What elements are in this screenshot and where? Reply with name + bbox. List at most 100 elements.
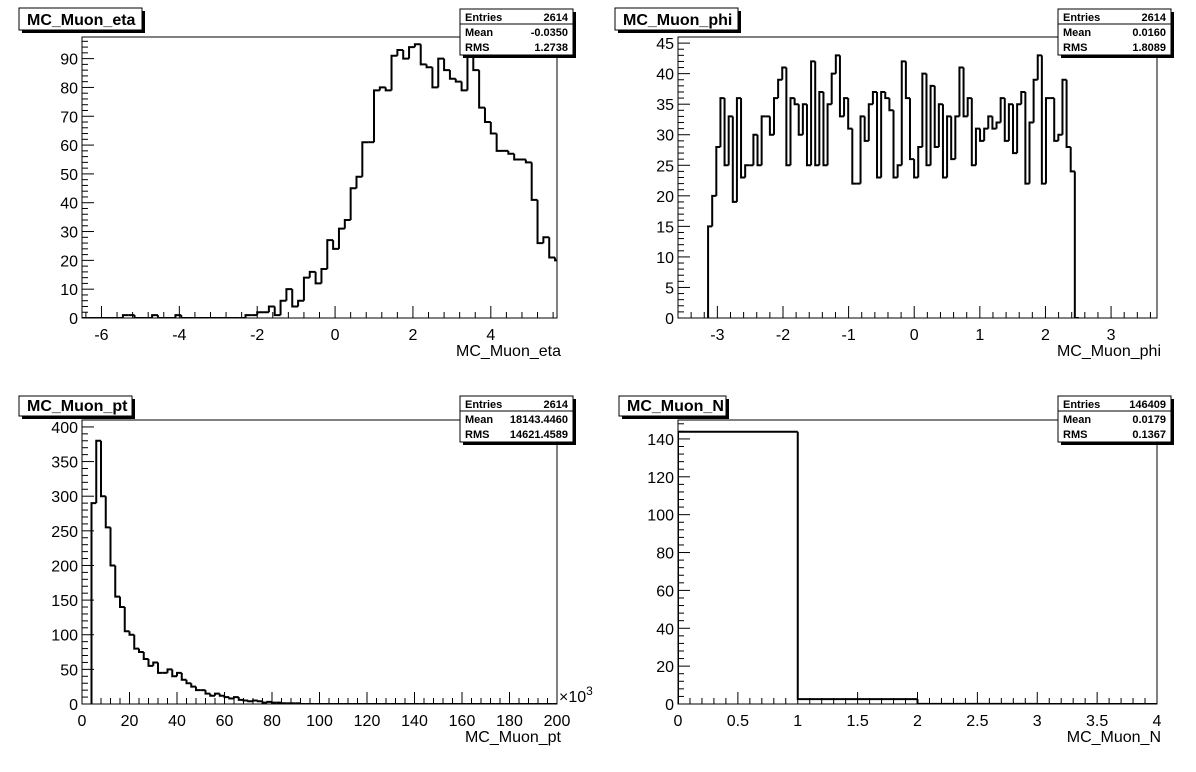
histogram-bin (119, 596, 125, 609)
histogram-bin (983, 127, 989, 141)
y-tick-label: 50 (60, 662, 78, 679)
histogram-bin (1065, 79, 1071, 148)
x-tick-label: 100 (306, 713, 333, 730)
stats-entries-value: 146409 (1129, 399, 1166, 411)
stats-mean-label: Mean (1063, 27, 1091, 39)
histogram-bin (142, 652, 149, 660)
histogram-bin (332, 240, 339, 250)
x-tick-label: 180 (496, 713, 523, 730)
histogram-bin (822, 91, 828, 167)
histogram-bins (82, 43, 614, 318)
title-box (18, 7, 143, 31)
stats-rms-value: 14621.4589 (510, 429, 568, 441)
y-tick-label: 400 (51, 420, 78, 437)
stats-mean-label: Mean (465, 27, 493, 39)
histogram-bin (109, 527, 116, 567)
stats-mean-value: -0.0350 (531, 27, 568, 39)
x-tick-label: 120 (354, 713, 381, 730)
histogram-bin (443, 58, 450, 72)
stats-rms-label: RMS (1063, 429, 1087, 441)
x-axis-title: MC_Muon_eta (456, 343, 561, 360)
y-tick-label: 25 (656, 158, 674, 175)
histogram-bin (247, 700, 253, 703)
histogram-bin (157, 662, 163, 674)
histogram-bin (536, 199, 544, 245)
histogram-bin (793, 98, 799, 106)
histogram-bin (378, 86, 386, 91)
stats-mean-value: 0.0160 (1132, 27, 1166, 39)
y-tick-label: 20 (60, 253, 78, 270)
histogram-bin (114, 565, 120, 598)
x-tick-label: 40 (168, 713, 186, 730)
x-tick-label: 3 (1107, 327, 1116, 344)
histogram-bin (1061, 78, 1067, 135)
histogram-bin (937, 103, 943, 147)
stats-entries-label: Entries (1063, 12, 1100, 24)
histogram-bin (859, 115, 865, 184)
histogram-bin (384, 87, 392, 92)
histogram-bin (744, 164, 750, 178)
x-axis-title: MC_Muon_phi (1057, 343, 1161, 360)
histogram-bin (1032, 78, 1038, 123)
histogram-bin (413, 43, 421, 48)
stats-rms-label: RMS (1063, 42, 1087, 54)
stats-entries-label: Entries (1063, 399, 1100, 411)
histogram-bin (818, 90, 824, 166)
histogram-bin (1020, 90, 1026, 105)
x-tick-label: 3 (1033, 713, 1042, 730)
histogram-bin (946, 115, 952, 178)
y-tick-label: 300 (51, 489, 78, 506)
x-tick-label: 140 (401, 713, 428, 730)
stats-entries-label: Entries (465, 399, 502, 411)
histogram-bin (166, 668, 173, 673)
x-tick-label: 4 (486, 327, 495, 344)
histogram-bin (104, 496, 111, 529)
histogram-bin (916, 699, 1038, 704)
histogram-bin (678, 430, 798, 704)
histogram-bin (138, 648, 144, 654)
y-tick-label: 0 (665, 311, 674, 328)
histogram-bin (929, 84, 935, 166)
histogram-bin (121, 314, 129, 318)
y-tick-label: 250 (51, 524, 78, 541)
title-box (18, 395, 133, 417)
histogram-bin (608, 315, 614, 318)
histogram-bin (1024, 91, 1030, 185)
histogram-bin (785, 67, 791, 167)
histogram-bin (847, 98, 853, 130)
title-box (614, 7, 739, 31)
histogram-bin (834, 54, 840, 74)
histogram-bin (261, 701, 268, 704)
histogram-bin (991, 116, 997, 130)
x-tick-label: 2 (913, 713, 922, 730)
x-tick-label: 160 (449, 713, 476, 730)
histogram-bin (242, 699, 249, 702)
y-tick-label: 20 (656, 189, 674, 206)
histogram-bin (402, 49, 410, 60)
histogram-bin (431, 67, 439, 89)
histogram-bin (851, 128, 857, 185)
histogram-bin (979, 128, 985, 142)
histogram-bin (805, 104, 812, 167)
histogram-bin (900, 60, 906, 166)
histogram-bin (888, 98, 894, 112)
histogram-bin (361, 141, 369, 177)
histogram-bin (1069, 146, 1075, 173)
x-tick-label: 200 (544, 713, 571, 730)
x-tick-label: 2 (1041, 327, 1050, 344)
x-axis-title: MC_Muon_pt (465, 729, 562, 746)
histogram-bin (578, 295, 584, 309)
histogram-bin (147, 658, 154, 667)
y-tick-label: 350 (51, 455, 78, 472)
histogram-bin (884, 91, 890, 100)
histogram-bin (133, 634, 139, 650)
x-tick-label: 0 (674, 713, 683, 730)
histogram-bin (908, 98, 915, 161)
histogram-bin (218, 693, 225, 697)
histogram-bin (1073, 171, 1079, 318)
histogram-bin (933, 85, 939, 148)
histogram-bin (337, 227, 345, 249)
histogram-bin (1016, 103, 1022, 154)
histogram-bin (223, 695, 230, 699)
